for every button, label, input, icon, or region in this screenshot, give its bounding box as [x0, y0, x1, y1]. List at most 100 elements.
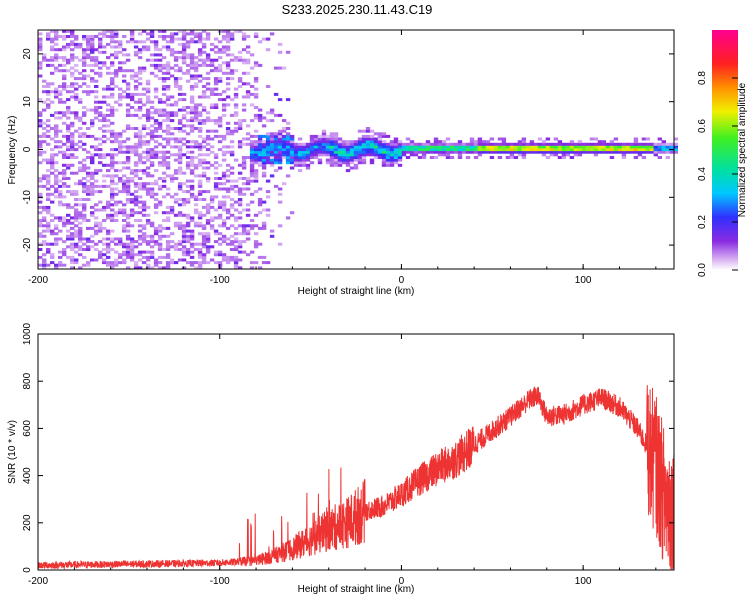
spectrogram-cell	[54, 153, 59, 157]
spectrogram-cell	[46, 248, 51, 251]
spectrogram-cell	[389, 140, 395, 144]
spectrogram-cell	[133, 150, 139, 154]
spectrogram-cell	[169, 261, 175, 265]
spectrogram-cell	[317, 150, 323, 154]
spectrogram-cell	[357, 153, 363, 157]
spectrogram-cell	[102, 248, 107, 251]
spectrogram-cell	[565, 153, 571, 157]
spectrogram-cell	[90, 56, 95, 60]
spectrogram-cell	[173, 100, 179, 104]
spectrogram-cell	[497, 148, 503, 152]
spectrogram-cell	[50, 90, 55, 94]
spectrogram-cell	[54, 263, 59, 267]
spectrogram-cell	[38, 113, 43, 117]
spectrogram-cell	[605, 145, 611, 149]
spectrogram-cell	[669, 142, 674, 146]
spectrogram-cell	[114, 192, 119, 196]
spectrogram-cell	[70, 145, 75, 149]
spectrogram-cell	[221, 224, 227, 228]
spectrogram-cell	[221, 45, 227, 49]
spectrogram-cell	[265, 153, 271, 157]
spectrogram-cell	[50, 261, 55, 265]
spectrogram-cell	[237, 121, 243, 125]
spectrogram-cell	[509, 148, 515, 152]
spectrogram-cell	[98, 106, 103, 109]
spectrogram-cell	[153, 95, 159, 99]
spectrogram-cell	[137, 200, 143, 204]
spectrogram-cell	[169, 111, 175, 115]
spectrogram-cell	[521, 153, 527, 157]
spectrogram-cell	[217, 203, 223, 207]
spectrogram-cell	[106, 229, 111, 233]
spectrogram-cell	[70, 95, 75, 99]
spectrogram-cell	[509, 145, 515, 149]
spectrogram-cell	[82, 255, 87, 259]
spectrogram-cell	[265, 85, 271, 88]
spectrogram-cell	[106, 163, 111, 167]
spectrogram-cell	[201, 190, 207, 194]
spectrogram-cell	[149, 29, 155, 33]
spectrogram-cell	[110, 35, 115, 38]
spectrogram-cell	[193, 106, 199, 109]
spectrogram-cell	[205, 248, 211, 251]
spectrogram-cell	[225, 169, 231, 173]
spectrogram-cell	[110, 192, 115, 196]
spectrogram-cell	[165, 266, 171, 270]
spectrogram-cell	[365, 145, 371, 149]
spectrogram-cell	[261, 153, 267, 157]
spectrogram-cell	[122, 242, 127, 246]
spectrogram-cell	[237, 187, 243, 191]
spectrogram-cell	[325, 134, 331, 138]
spectrogram-cell	[157, 113, 163, 117]
spectrogram-cell	[74, 232, 79, 236]
spectrogram-cell	[153, 53, 159, 57]
spectrogram-cell	[82, 187, 87, 191]
spectrogram-cell	[241, 142, 247, 146]
spectrogram-cell	[173, 56, 179, 60]
spectrogram-cell	[169, 40, 175, 44]
spectrogram-cell	[301, 158, 307, 162]
spectrogram-cell	[309, 137, 315, 141]
spectrogram-cell	[141, 237, 147, 241]
spectrogram-cell	[197, 127, 203, 130]
spectrogram-cell	[122, 190, 127, 194]
spectrogram-cell	[98, 42, 103, 46]
spectrogram-cell	[213, 240, 219, 244]
spectrogram-cell	[118, 132, 123, 136]
spectrogram-cell	[561, 145, 567, 149]
spectrogram-cell	[189, 95, 195, 99]
spectrogram-cell	[269, 148, 275, 152]
spectrogram-cell	[177, 92, 183, 96]
spectrogram-cell	[114, 140, 119, 144]
spectrogram-cell	[189, 85, 195, 88]
spectrogram-cell	[609, 156, 615, 159]
spectrogram-cell	[145, 221, 151, 225]
spectrogram-cell	[90, 190, 95, 194]
spectrogram-cell	[118, 145, 123, 149]
spectrogram-cell	[377, 148, 383, 152]
spectrogram-cell	[74, 208, 79, 212]
spectrogram-cell	[141, 156, 147, 159]
spectrogram-cell	[361, 161, 367, 165]
spectrogram-cell	[633, 150, 639, 154]
spectrogram-cell	[253, 224, 259, 228]
spectrogram-cell	[90, 184, 95, 188]
spectrogram-cell	[601, 145, 607, 149]
spectrogram-cell	[269, 32, 275, 36]
spectrogram-cell	[133, 174, 139, 178]
spectrogram-cell	[221, 153, 227, 157]
spectrogram-cell	[102, 174, 107, 178]
spectrogram-cell	[193, 85, 199, 88]
spectrogram-cell	[122, 229, 127, 233]
spectrogram-cell	[193, 56, 199, 60]
spectrogram-cell	[141, 171, 147, 175]
spectrogram-cell	[245, 45, 251, 49]
spectrogram-cell	[50, 29, 55, 33]
spectrogram-cell	[357, 142, 363, 146]
spectrogram-cell	[329, 158, 335, 162]
spectrogram-cell	[233, 56, 239, 60]
spectrogram-cell	[485, 145, 491, 149]
spectrogram-cell	[233, 258, 239, 262]
spectrogram-cell	[273, 140, 279, 144]
spectrogram-cell	[217, 163, 223, 167]
